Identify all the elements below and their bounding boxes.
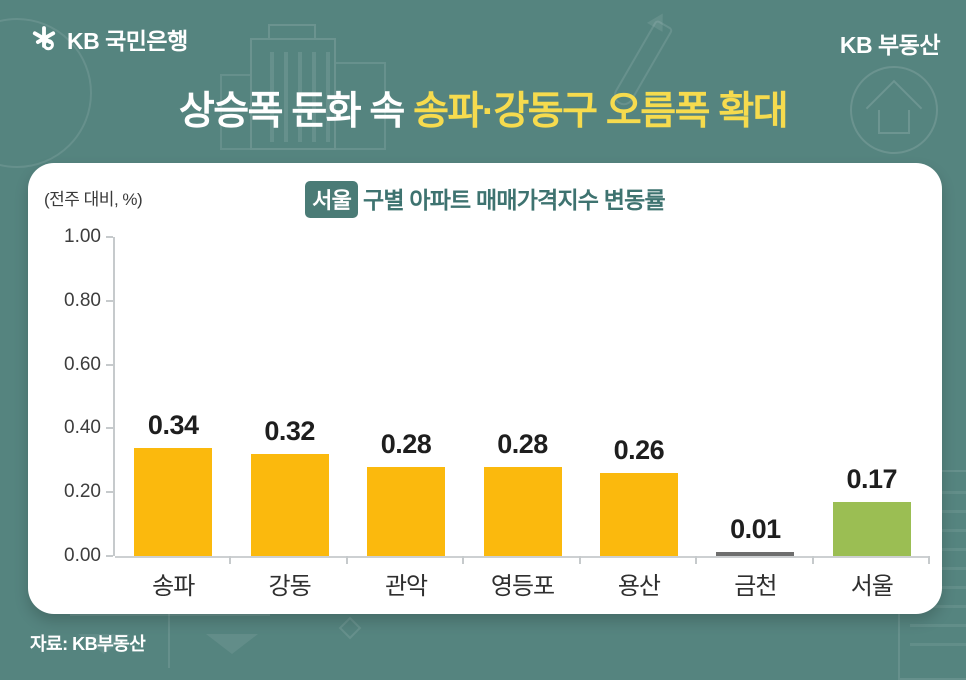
y-axis-tick	[106, 555, 113, 557]
bar-2	[251, 454, 329, 556]
x-axis-tick	[462, 556, 464, 564]
kb-bank-logo: KB 국민은행	[30, 22, 188, 56]
x-axis-tick	[579, 556, 581, 564]
scales-icon	[70, 614, 270, 616]
bar-value-label: 0.01	[730, 514, 781, 544]
y-axis-label: 0.40	[64, 417, 101, 439]
kb-star-icon	[30, 25, 58, 53]
chart-card: (전주 대비, %) 서울 구별 아파트 매매가격지수 변동률 1.00 0.80 0…	[28, 163, 942, 614]
x-axis-label: 금천	[734, 573, 777, 600]
source-label: 자료: KB부동산	[30, 634, 146, 654]
bar-6	[716, 552, 794, 556]
x-axis-label: 영등포	[490, 573, 555, 600]
title-highlight-text: 송파·강동구 오름폭 확대	[413, 90, 788, 133]
x-axis-label: 송파	[152, 573, 195, 600]
y-axis-label: 1.00	[64, 226, 101, 247]
chart-title: 서울 구별 아파트 매매가격지수 변동률	[28, 181, 942, 218]
diamond-decoration	[338, 616, 362, 640]
x-axis-tick	[928, 556, 930, 564]
x-axis-label: 서울	[850, 573, 894, 600]
y-axis-tick	[106, 491, 113, 494]
scales-icon	[168, 606, 170, 668]
scales-icon	[206, 634, 258, 680]
x-axis-tick	[695, 556, 697, 564]
y-axis-tick	[106, 427, 113, 430]
bar-value-label: 0.17	[846, 464, 898, 494]
y-axis-tick	[106, 363, 113, 366]
bar-7	[833, 502, 911, 556]
x-axis-tick	[346, 556, 348, 564]
y-axis-tick	[106, 299, 113, 302]
x-axis-label: 관악	[384, 573, 428, 600]
seoul-badge: 서울	[305, 181, 359, 218]
bank-logo-text: KB 국민은행	[67, 28, 188, 54]
y-axis-label: 0.00	[64, 545, 101, 566]
bar-value-label: 0.32	[264, 416, 315, 446]
bar-value-label: 0.28	[380, 429, 432, 459]
bar-value-label: 0.26	[613, 435, 665, 465]
bar-3	[367, 467, 445, 556]
bar-value-label: 0.28	[497, 429, 548, 459]
bar-5	[600, 473, 678, 556]
kb-realty-logo: KB 부동산	[839, 32, 941, 58]
page-title: 상승폭 둔화 속 송파·강동구 오름폭 확대	[0, 80, 966, 136]
bar-4	[484, 467, 562, 556]
chart-title-text: 구별 아파트 매매가격지수 변동률	[363, 187, 666, 213]
bar-value-label: 0.34	[147, 410, 199, 440]
y-axis-label: 0.20	[64, 481, 101, 503]
x-axis-label: 용산	[617, 573, 661, 600]
unit-label: (전주 대비, %)	[44, 190, 143, 209]
bar-1	[134, 448, 212, 556]
y-axis-label: 0.60	[64, 353, 101, 375]
header: KB 국민은행 KB 부동산	[0, 0, 966, 60]
title-plain-text: 상승폭 둔화 속	[178, 90, 414, 133]
x-axis-label: 강동	[268, 573, 312, 600]
y-axis-label: 0.80	[64, 289, 101, 311]
x-axis-tick	[229, 556, 231, 564]
x-axis-tick	[812, 556, 814, 564]
bar-chart: 1.00 0.80 0.60 0.40 0.20 0.00 0.34 송파 0.32 강동 0.28…	[64, 226, 930, 600]
y-axis-tick	[106, 236, 113, 238]
x-axis-line	[115, 556, 928, 558]
